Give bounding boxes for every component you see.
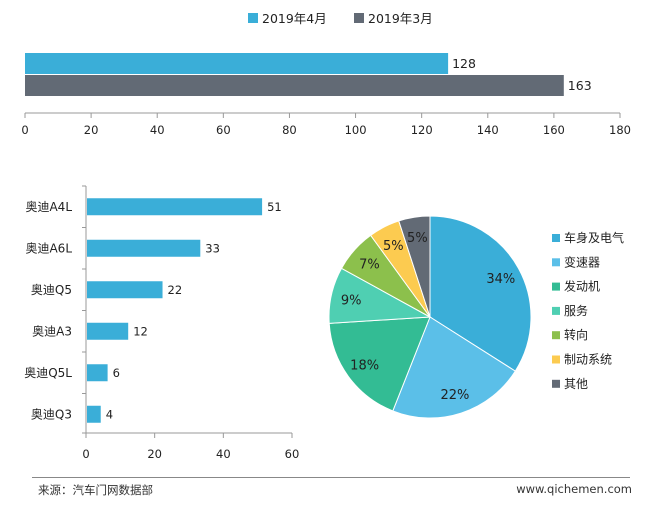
bar-apr (25, 53, 449, 74)
data-label-model-0: 51 (267, 200, 282, 214)
pie-label-1: 22% (441, 388, 470, 403)
data-label-model-4: 6 (113, 366, 120, 380)
x-tick-label-top-7: 140 (477, 123, 499, 137)
pie-slice-6 (398, 215, 431, 318)
footer-divider (32, 477, 630, 478)
pie-label-5: 5% (383, 239, 404, 254)
x-tick-label-top-9: 180 (609, 123, 631, 137)
site-url: www.qichemen.com (516, 482, 632, 496)
pie-legend-label-5: 制动系统 (564, 353, 612, 367)
data-label-1: 163 (568, 78, 592, 93)
pie-label-2: 18% (350, 358, 379, 373)
y-tick-label-0: 奥迪A4L (25, 200, 72, 214)
bar-5 (87, 405, 101, 423)
pie-legend-label-4: 转向 (564, 327, 588, 342)
x-tick-label-top-8: 160 (543, 123, 565, 137)
pie-legend-swatch-0 (552, 234, 560, 242)
data-label-model-3: 12 (133, 324, 148, 338)
footer: 来源：汽车门网数据部 www.qichemen.com (0, 474, 650, 510)
x-tick-label-top-6: 120 (411, 123, 433, 137)
x-tick-label-top-1: 20 (84, 123, 99, 137)
pie-legend-label-2: 发动机 (564, 279, 600, 294)
pie-legend-label-3: 服务 (564, 303, 588, 318)
bar-3 (87, 322, 129, 340)
x-tick-label-bottom-3: 60 (285, 447, 300, 461)
x-tick-label-top-0: 0 (21, 123, 28, 137)
legend-swatch-0 (248, 13, 258, 23)
x-tick-label-bottom-1: 20 (147, 447, 162, 461)
pie-legend-swatch-2 (552, 282, 560, 291)
x-tick-label-bottom-2: 40 (216, 447, 231, 461)
bar-0 (87, 198, 263, 216)
data-label-model-5: 4 (106, 407, 113, 421)
pie-legend-swatch-3 (552, 306, 560, 315)
pie-legend-swatch-5 (552, 355, 560, 364)
x-tick-label-bottom-0: 0 (82, 447, 89, 461)
legend-label-1: 2019年3月 (368, 11, 433, 26)
pie-legend-swatch-1 (552, 258, 560, 267)
bar-mar (25, 75, 564, 96)
pie-legend-label-1: 变速器 (564, 254, 600, 269)
pie-legend-label-6: 其他 (564, 377, 588, 391)
data-label-model-2: 22 (168, 283, 183, 297)
x-tick-label-top-2: 40 (150, 123, 165, 137)
bar-4 (87, 364, 108, 382)
y-tick-label-3: 奥迪A3 (32, 324, 72, 338)
data-label-0: 128 (452, 56, 476, 71)
legend-swatch-1 (354, 13, 364, 23)
legend-label-0: 2019年4月 (262, 11, 327, 26)
x-tick-label-top-5: 100 (345, 123, 367, 137)
bar-1 (87, 239, 201, 257)
pie-label-0: 34% (486, 272, 515, 287)
pie-label-3: 9% (341, 293, 362, 308)
pie-slice-2 (328, 316, 431, 412)
y-tick-label-2: 奥迪Q5 (31, 283, 72, 297)
pie-label-6: 5% (407, 231, 428, 246)
x-tick-label-top-3: 60 (216, 123, 231, 137)
y-tick-label-5: 奥迪Q3 (31, 407, 72, 421)
pie-legend-swatch-4 (552, 331, 560, 340)
pie-legend-label-0: 车身及电气 (564, 230, 624, 245)
source-note: 来源：汽车门网数据部 (38, 483, 153, 497)
bar-2 (87, 281, 163, 299)
y-tick-label-1: 奥迪A6L (25, 241, 72, 255)
pie-legend-swatch-6 (552, 379, 560, 388)
pie-label-4: 7% (359, 258, 380, 273)
data-label-model-1: 33 (205, 241, 220, 255)
y-tick-label-4: 奥迪Q5L (24, 366, 72, 380)
x-tick-label-top-4: 80 (282, 123, 297, 137)
pie-slice-0 (429, 215, 532, 372)
pie-slice-1 (392, 316, 516, 419)
